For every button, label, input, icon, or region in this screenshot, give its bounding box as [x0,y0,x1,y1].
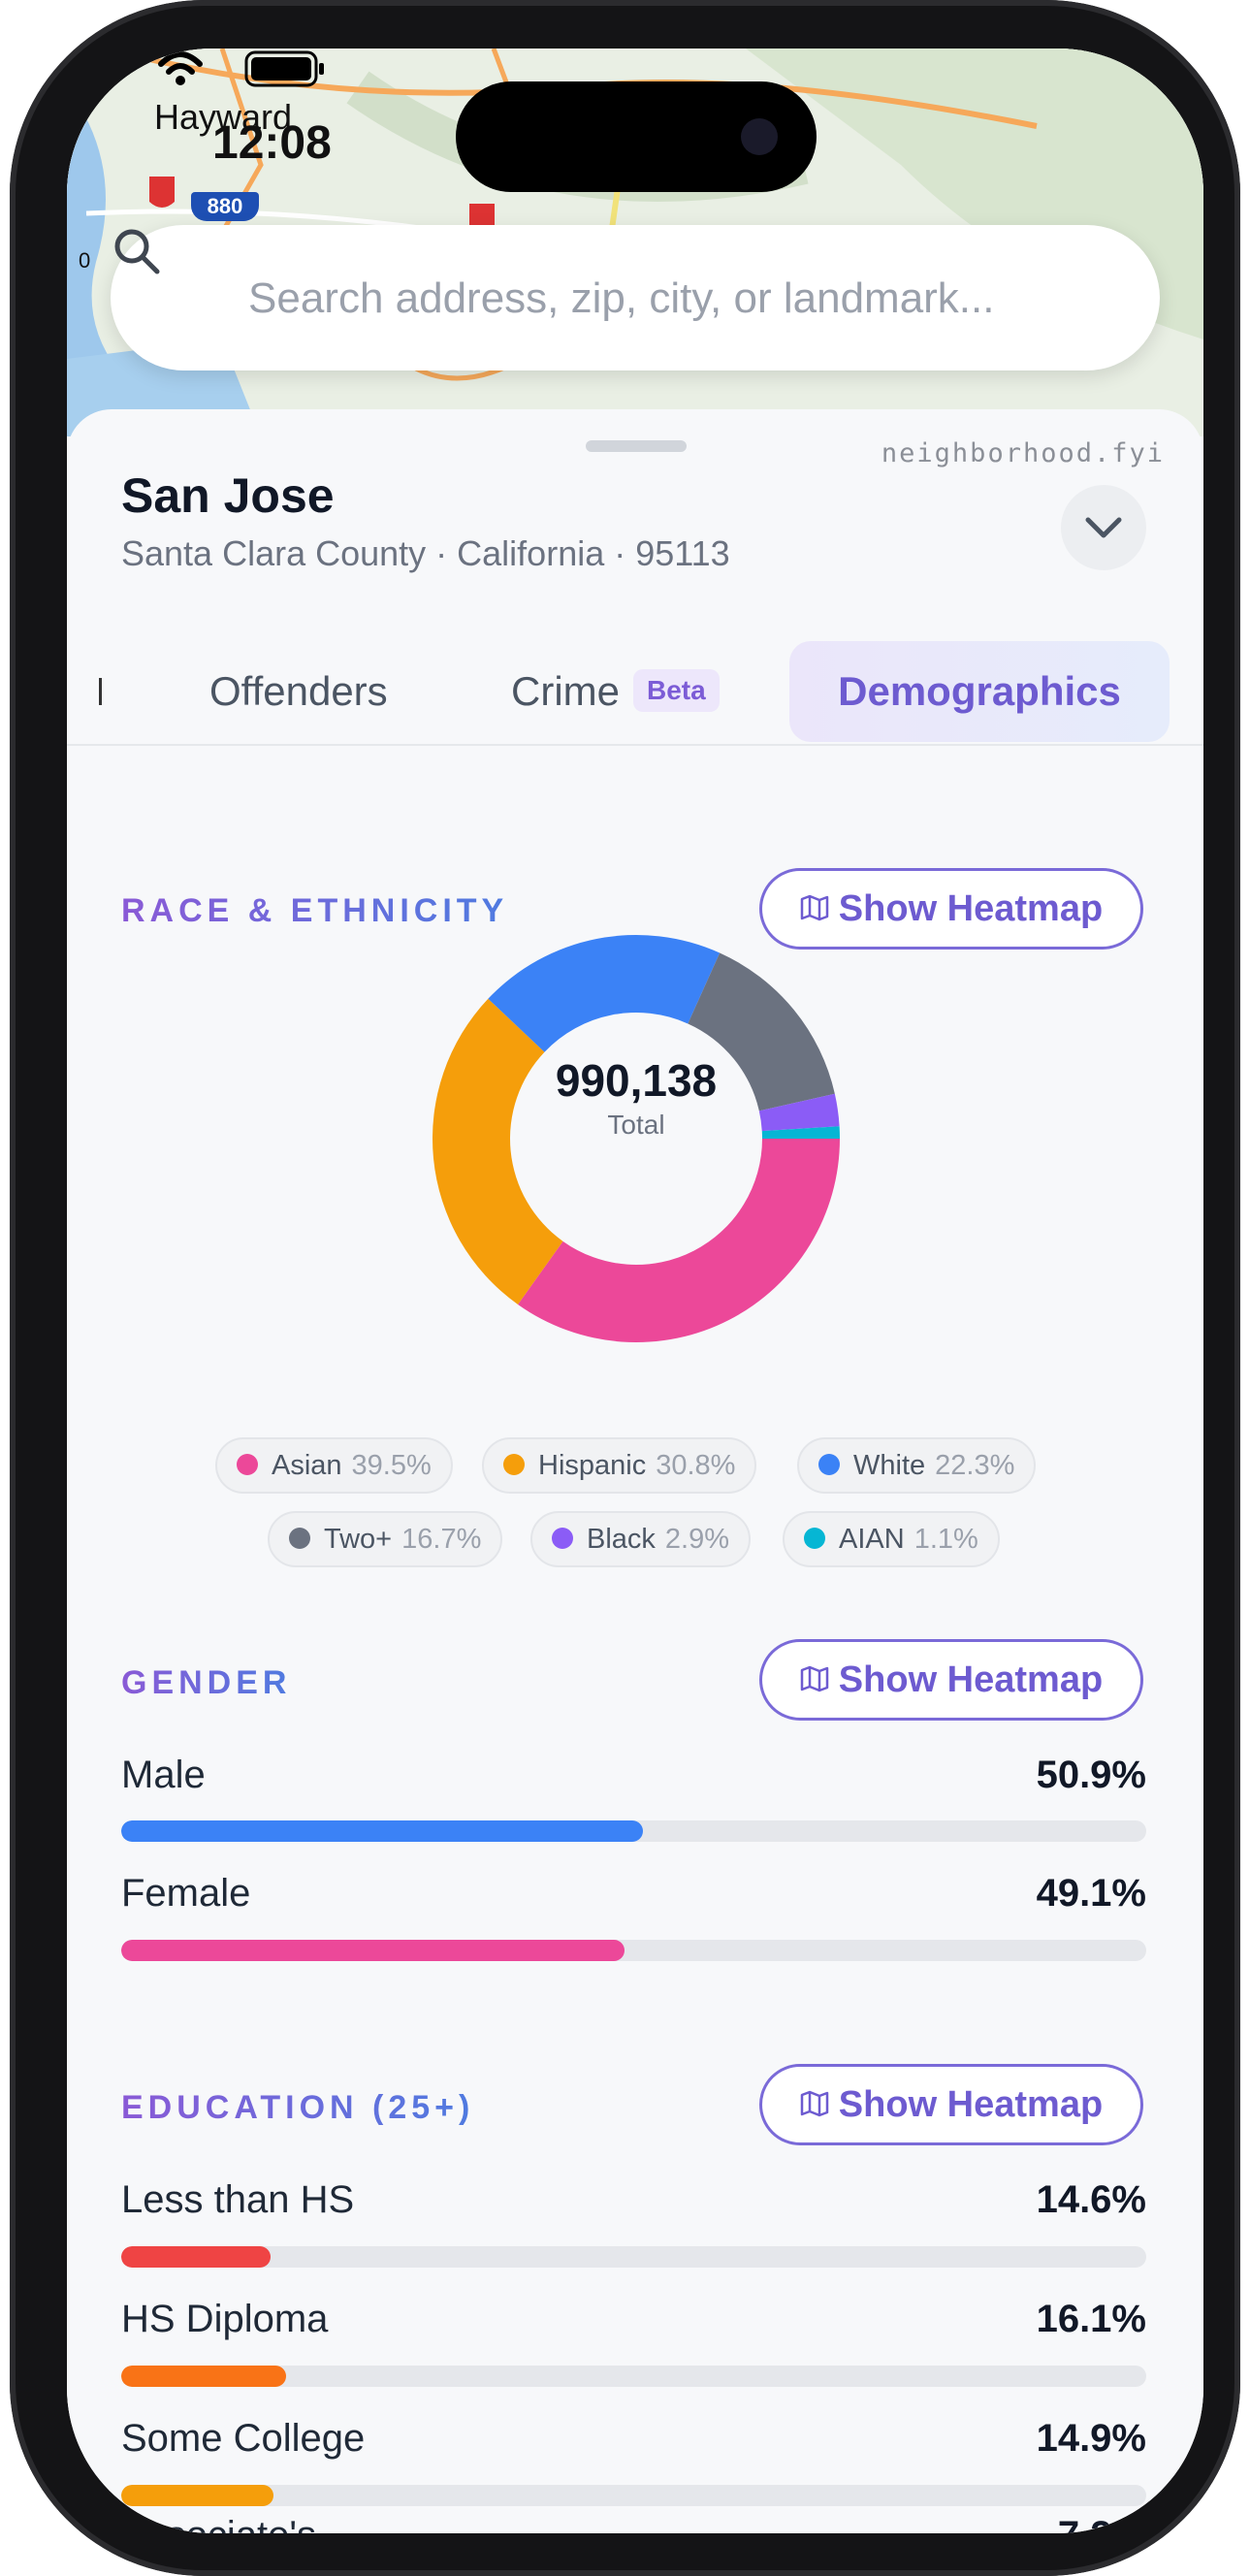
legend-dot [552,1528,573,1550]
donut-total-value: 990,138 [555,1055,718,1106]
bar-fill [121,1820,643,1842]
donut-slice-hispanic [433,998,563,1304]
cellular-signal-icon [67,64,123,74]
tab-crime-label: Crime [511,668,620,714]
donut-slice-aian [761,1126,840,1139]
tab-crime[interactable]: Crime Beta [511,641,720,742]
donut-total-label: Total [607,1110,665,1140]
search-icon [114,229,160,274]
search-bar[interactable] [111,225,1160,370]
status-time: 12:08 [212,117,332,169]
donut-slice-black [758,1093,840,1132]
status-icons [67,50,324,87]
education-section-title: EDUCATION (25+) [121,2089,475,2126]
education-value-hs-diploma: 16.1% [1036,2298,1146,2340]
education-value-some-college: 14.9% [1036,2417,1146,2460]
tab-scroll-edge [99,678,102,705]
brand-label: neighborhood.fyi [881,438,1165,468]
map-icon [800,1665,829,1692]
battery-icon [244,50,324,87]
bottom-sheet: neighborhood.fyi San Jose Santa Clara Co… [67,409,1203,2533]
gender-label-female: Female [121,1872,251,1915]
education-label-hs-diploma: HS Diploma [121,2298,329,2340]
tab-demographics[interactable]: Demographics [789,641,1170,742]
legend-chip-aian: AIAN 1.1% [783,1511,1000,1567]
gender-bar-male [121,1820,1146,1842]
gender-value-male: 50.9% [1036,1754,1146,1796]
dynamic-island [456,81,817,192]
map-city-label: Hayward [154,97,293,137]
search-input[interactable] [246,264,1104,334]
education-label-some-college: Some College [121,2417,366,2460]
camera-icon [741,118,778,155]
legend-dot [237,1454,258,1476]
education-heatmap-label: Show Heatmap [838,2084,1104,2125]
education-label-less-than-hs: Less than HS [121,2178,355,2221]
gender-heatmap-label: Show Heatmap [838,1659,1104,1700]
bar-fill [121,2366,287,2387]
education-label-associates: Associate's [121,2514,316,2533]
legend-chip-white: White 22.3% [797,1437,1037,1494]
map-view[interactable]: Hayward 880 0 12:08 [67,48,1203,436]
donut-slice-asian [518,1139,840,1343]
gender-label-male: Male [121,1754,206,1796]
race-donut-chart [433,935,840,1343]
donut-slice-white [488,935,721,1052]
legend-dot [503,1454,525,1476]
screen: Hayward 880 0 12:08 [67,48,1203,2533]
location-title: San Jose [121,468,335,523]
beta-badge: Beta [633,668,720,712]
map-icon [800,894,829,921]
race-heatmap-button[interactable]: Show Heatmap [759,868,1143,950]
legend-dot [804,1528,825,1550]
wifi-icon [158,51,203,85]
legend-chip-black: Black 2.9% [530,1511,752,1567]
map-scale-label: 0 [79,248,91,273]
legend-chip-two-plus: Two+ 16.7% [268,1511,503,1567]
race-heatmap-label: Show Heatmap [838,888,1104,929]
gender-section-title: GENDER [121,1664,292,1701]
education-heatmap-button[interactable]: Show Heatmap [759,2064,1143,2145]
education-bar-some-college [121,2485,1146,2506]
gender-bar-female [121,1940,1146,1961]
education-value-associates: 7.2% [1058,2514,1146,2533]
collapse-button[interactable] [1061,485,1146,570]
location-subtitle: Santa Clara County · California · 95113 [121,533,730,573]
legend-chip-asian: Asian 39.5% [215,1437,453,1494]
education-value-less-than-hs: 14.6% [1036,2178,1146,2221]
phone-frame: Hayward 880 0 12:08 [10,0,1240,2576]
gender-heatmap-button[interactable]: Show Heatmap [759,1639,1143,1721]
interstate-shield-icon: 880 [191,192,259,221]
legend-chip-hispanic: Hispanic 30.8% [482,1437,757,1494]
sheet-grabber[interactable] [586,440,687,452]
bar-fill [121,2485,274,2506]
tab-offenders[interactable]: Offenders [209,668,388,714]
map-icon [800,2090,829,2117]
legend-dot [818,1454,840,1476]
chevron-down-icon [1085,517,1122,538]
education-bar-hs-diploma [121,2366,1146,2387]
bar-fill [121,1940,625,1961]
donut-slice-two- [688,952,835,1111]
race-section-title: RACE & ETHNICITY [121,892,509,929]
education-bar-less-than-hs [121,2246,1146,2268]
bar-fill [121,2246,272,2268]
legend-dot [289,1528,310,1550]
tab-bar: Offenders Crime Beta Demographics [67,628,1203,746]
gender-value-female: 49.1% [1036,1872,1146,1915]
